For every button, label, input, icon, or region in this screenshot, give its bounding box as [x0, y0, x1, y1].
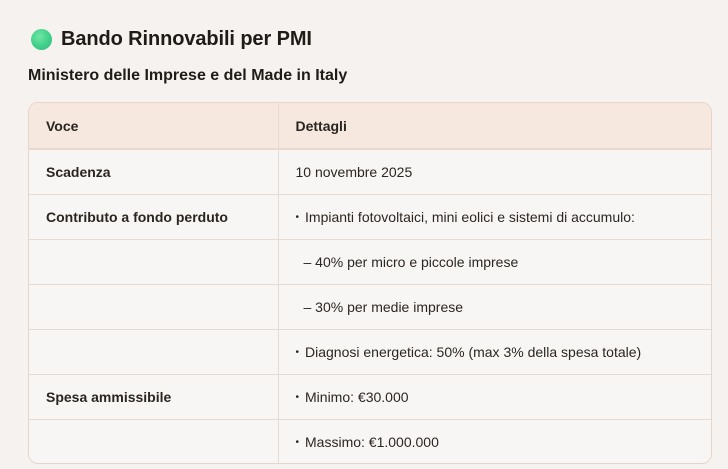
- cell-voce: Contributo a fondo perduto: [29, 194, 278, 240]
- cell-text: Impianti fotovoltaici, mini eolici e sis…: [305, 209, 635, 225]
- cell-dettagli: – 30% per medie imprese: [277, 284, 711, 330]
- cell-dettagli: • Massimo: €1.000.000: [277, 419, 711, 463]
- bullet-icon: •: [295, 212, 300, 223]
- table-row: – 40% per micro e piccole imprese: [29, 239, 711, 285]
- table-row: Spesa ammissibile • Minimo: €30.000: [29, 374, 711, 420]
- bullet-icon: •: [295, 437, 300, 448]
- cell-text: – 30% per medie imprese: [303, 299, 464, 315]
- page-title: Bando Rinnovabili per PMI: [61, 28, 312, 50]
- cell-voce: [29, 329, 278, 375]
- column-header-voce: Voce: [29, 103, 278, 150]
- cell-dettagli: – 40% per micro e piccole imprese: [277, 239, 711, 285]
- details-table: Voce Dettagli Scadenza 10 novembre 2025 …: [28, 102, 712, 464]
- cell-dettagli: • Minimo: €30.000: [277, 374, 711, 420]
- cell-voce: Scadenza: [29, 149, 278, 195]
- bullet-icon: •: [295, 392, 300, 403]
- cell-voce: [29, 239, 278, 285]
- cell-voce: Spesa ammissibile: [29, 374, 278, 420]
- cell-text: – 40% per micro e piccole imprese: [303, 254, 519, 270]
- cell-text: 10 novembre 2025: [295, 164, 413, 180]
- cell-text: Diagnosi energetica: 50% (max 3% della s…: [305, 344, 642, 360]
- cell-dettagli: • Impianti fotovoltaici, mini eolici e si…: [277, 194, 711, 240]
- cell-text: Massimo: €1.000.000: [305, 434, 439, 450]
- table-row: • Diagnosi energetica: 50% (max 3% della …: [29, 329, 711, 375]
- cell-text: Minimo: €30.000: [305, 389, 409, 405]
- cell-dettagli: 10 novembre 2025: [277, 149, 711, 195]
- table-row: Contributo a fondo perduto • Impianti fot…: [29, 194, 711, 240]
- table-row: Scadenza 10 novembre 2025: [29, 149, 711, 195]
- page-header: Bando Rinnovabili per PMI: [31, 28, 312, 51]
- cell-dettagli: • Diagnosi energetica: 50% (max 3% della …: [277, 329, 711, 375]
- table-header-row: Voce Dettagli: [29, 103, 711, 150]
- table-row: • Massimo: €1.000.000: [29, 419, 711, 464]
- page-subtitle: Ministero delle Imprese e del Made in It…: [28, 67, 348, 84]
- column-header-dettagli: Dettagli: [277, 103, 711, 150]
- bullet-icon: •: [295, 347, 300, 358]
- table-row: – 30% per medie imprese: [29, 284, 711, 330]
- cell-voce: [29, 284, 278, 330]
- cell-voce: [29, 420, 278, 464]
- green-circle-icon: [31, 29, 52, 50]
